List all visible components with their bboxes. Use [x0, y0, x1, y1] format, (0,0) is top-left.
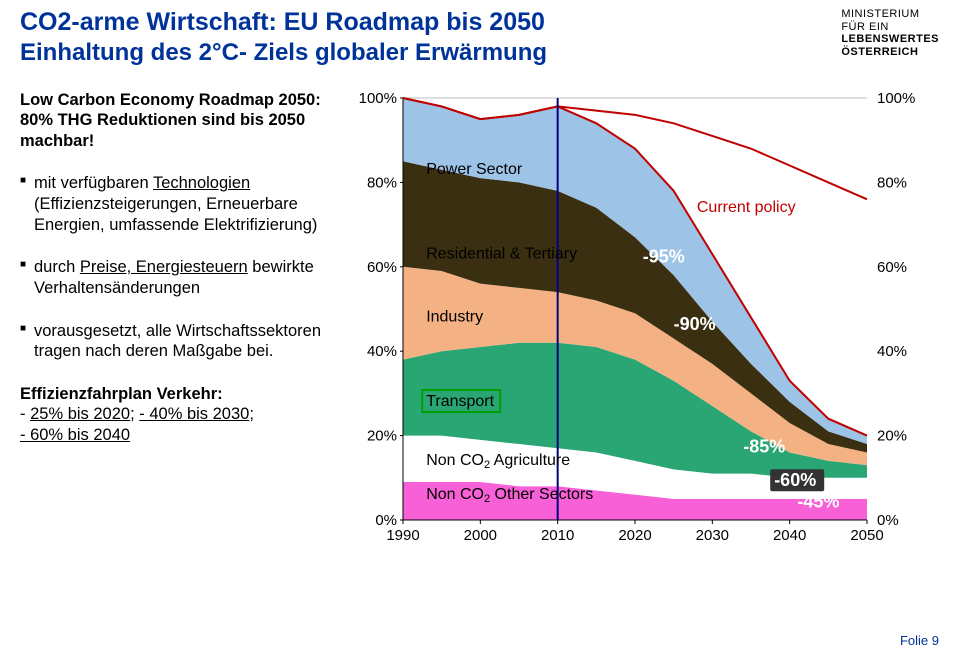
svg-text:20%: 20% [367, 427, 397, 444]
efficiency-plan: Effizienzfahrplan Verkehr: - 25% bis 202… [20, 384, 345, 446]
intro-block: Low Carbon Economy Roadmap 2050: 80% THG… [20, 90, 345, 152]
page-title: CO2-arme Wirtschaft: EU Roadmap bis 2050 [20, 8, 939, 37]
svg-text:100%: 100% [359, 90, 397, 107]
svg-text:2020: 2020 [618, 527, 651, 544]
label-residential: Residential & Tertiary [426, 245, 577, 262]
label-industry: Industry [426, 308, 483, 325]
svg-text:20%: 20% [877, 427, 907, 444]
bullet-2: durch Preise, Energiesteuern bewirkte Ve… [20, 257, 345, 298]
intro-line2: 80% THG Reduktionen sind bis 2050 machba… [20, 111, 305, 150]
eff-line2: - 60% bis 2040 [20, 425, 345, 446]
label-nonco2_agri: Non CO2 Agriculture [426, 452, 570, 471]
svg-text:60%: 60% [877, 258, 907, 275]
svg-text:80%: 80% [877, 174, 907, 191]
slide-number: Folie 9 [900, 633, 939, 648]
ministry-logo: MINISTERIUM FÜR EIN LEBENSWERTES ÖSTERRE… [841, 8, 939, 59]
svg-text:2040: 2040 [773, 527, 806, 544]
svg-text:40%: 40% [877, 343, 907, 360]
svg-text:1990: 1990 [386, 527, 419, 544]
content-row: Low Carbon Economy Roadmap 2050: 80% THG… [0, 72, 959, 560]
pct-transport: -85% [743, 436, 785, 456]
pct-nonco2_other: -45% [797, 491, 839, 511]
pct-nonco2_agri: -60% [774, 470, 816, 490]
svg-text:40%: 40% [367, 343, 397, 360]
page-subtitle: Einhaltung des 2°C- Ziels globaler Erwär… [20, 39, 939, 68]
pct-industry: -90% [674, 314, 716, 334]
svg-text:2050: 2050 [850, 527, 883, 544]
chart-column: 0%20%40%60%80%100%0%20%40%60%80%100%1990… [355, 90, 939, 560]
svg-text:2010: 2010 [541, 527, 574, 544]
roadmap-chart: 0%20%40%60%80%100%0%20%40%60%80%100%1990… [355, 90, 915, 560]
svg-text:2030: 2030 [696, 527, 729, 544]
svg-text:100%: 100% [877, 90, 915, 107]
bullet-1: mit verfügbaren Technologien (Effizienzs… [20, 173, 345, 235]
left-column: Low Carbon Economy Roadmap 2050: 80% THG… [20, 90, 355, 560]
current-policy-label: Current policy [697, 198, 796, 215]
intro-line1: Low Carbon Economy Roadmap 2050: [20, 91, 321, 109]
bullet-3: vorausgesetzt, alle Wirtschaftssektoren … [20, 321, 345, 362]
eff-line1: - 25% bis 2020; - 40% bis 2030; [20, 404, 345, 425]
label-nonco2_other: Non CO2 Other Sectors [426, 485, 593, 504]
pct-residential: -95% [643, 246, 685, 266]
header: CO2-arme Wirtschaft: EU Roadmap bis 2050… [0, 0, 959, 72]
label-power: Power Sector [426, 161, 523, 178]
svg-text:80%: 80% [367, 174, 397, 191]
label-transport: Transport [426, 393, 494, 410]
svg-text:60%: 60% [367, 258, 397, 275]
svg-text:2000: 2000 [464, 527, 497, 544]
eff-title: Effizienzfahrplan Verkehr: [20, 384, 345, 405]
